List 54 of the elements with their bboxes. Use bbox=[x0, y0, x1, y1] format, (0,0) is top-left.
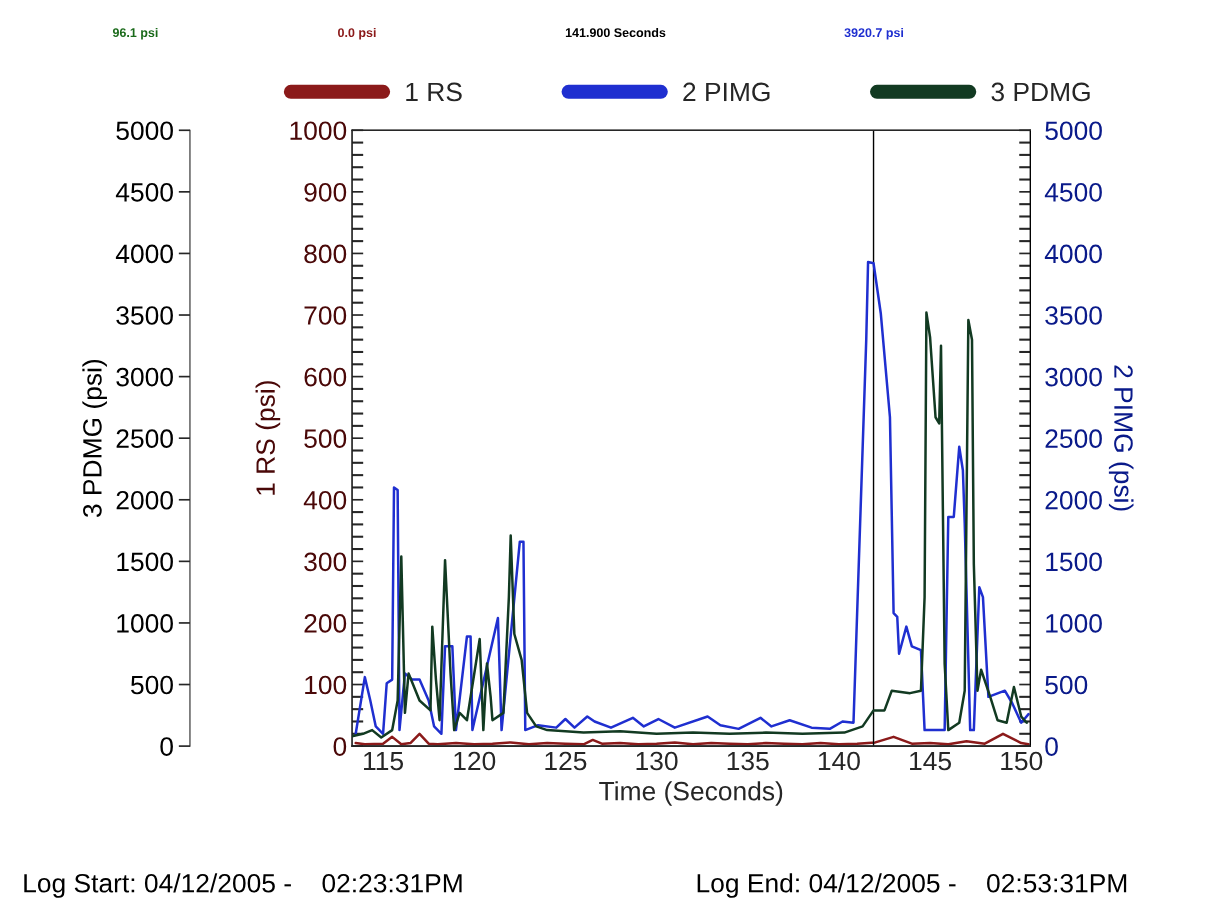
x-tick-label: 140 bbox=[818, 751, 860, 771]
x-tick-label: 135 bbox=[727, 751, 769, 771]
y3-tick-label: 5000 bbox=[116, 121, 173, 141]
text: 141.900 Seconds bbox=[565, 27, 666, 38]
y2-tick-label: 0 bbox=[1045, 737, 1058, 756]
y3-tick-label: 4500 bbox=[115, 182, 173, 202]
y3-tick-label: 1000 bbox=[117, 614, 173, 633]
text: 96.1 psi bbox=[112, 27, 158, 40]
y2-tick-label: 4000 bbox=[1044, 244, 1102, 264]
y-tick-label: 900 bbox=[304, 182, 347, 202]
x-tick-label: 120 bbox=[454, 751, 496, 771]
y3-axis-title: 3 PDMG (psi) bbox=[82, 359, 107, 518]
y-axis-title: 1 RS (psi) bbox=[255, 381, 281, 495]
y-tick-label: 600 bbox=[304, 367, 347, 387]
y3-tick-label: 0 bbox=[160, 737, 173, 756]
text: 0.0 psi bbox=[338, 27, 376, 40]
y-tick-label: 800 bbox=[304, 244, 347, 264]
x-tick-label: 130 bbox=[636, 751, 678, 771]
y2-axis-title: 2 PIMG (psi) bbox=[1108, 365, 1134, 511]
x-tick-label: 125 bbox=[545, 751, 587, 771]
y2-tick-label: 3500 bbox=[1045, 306, 1102, 325]
y2-tick-label: 2500 bbox=[1045, 429, 1102, 449]
x-tick-label: 115 bbox=[364, 751, 403, 771]
y2-tick-label: 4500 bbox=[1044, 182, 1102, 202]
y-tick-label: 500 bbox=[304, 429, 347, 449]
y2-tick-label: 1000 bbox=[1046, 614, 1102, 633]
y3-tick-label: 3500 bbox=[116, 306, 173, 325]
x-tick-label: 145 bbox=[910, 751, 951, 771]
y-tick-label: 0 bbox=[333, 737, 347, 756]
y3-tick-label: 3000 bbox=[116, 367, 173, 387]
y3-tick-label: 2000 bbox=[116, 490, 173, 510]
y-tick-label: 300 bbox=[304, 552, 347, 572]
y-tick-label: 700 bbox=[304, 306, 347, 325]
y3-tick-label: 2500 bbox=[116, 429, 173, 449]
y-tick-label: 100 bbox=[305, 675, 347, 695]
x-axis-title: Time (Seconds) bbox=[599, 781, 783, 806]
text: 3920.7 psi bbox=[844, 27, 904, 40]
x-tick-label: 150 bbox=[1001, 751, 1043, 771]
text: Log End: 04/12/2005 - 02:53:31PM bbox=[697, 873, 1127, 898]
y2-tick-label: 2000 bbox=[1045, 490, 1102, 510]
legend-label: 1 RS bbox=[406, 82, 462, 102]
y2-tick-label: 5000 bbox=[1045, 121, 1102, 141]
y3-tick-label: 4000 bbox=[115, 244, 173, 264]
y-tick-label: 1000 bbox=[290, 121, 347, 141]
y2-tick-label: 500 bbox=[1045, 675, 1088, 695]
y-tick-label: 400 bbox=[303, 490, 347, 510]
y2-tick-label: 3000 bbox=[1045, 367, 1102, 387]
legend-label: 2 PIMG bbox=[683, 82, 770, 102]
text: Log Start: 04/12/2005 - 02:23:31PM bbox=[24, 873, 462, 898]
y2-tick-label: 1500 bbox=[1046, 552, 1102, 572]
legend-label: 3 PDMG bbox=[991, 82, 1090, 102]
y3-tick-label: 1500 bbox=[117, 552, 173, 572]
y3-tick-label: 500 bbox=[131, 675, 173, 695]
y-tick-label: 200 bbox=[304, 614, 347, 633]
